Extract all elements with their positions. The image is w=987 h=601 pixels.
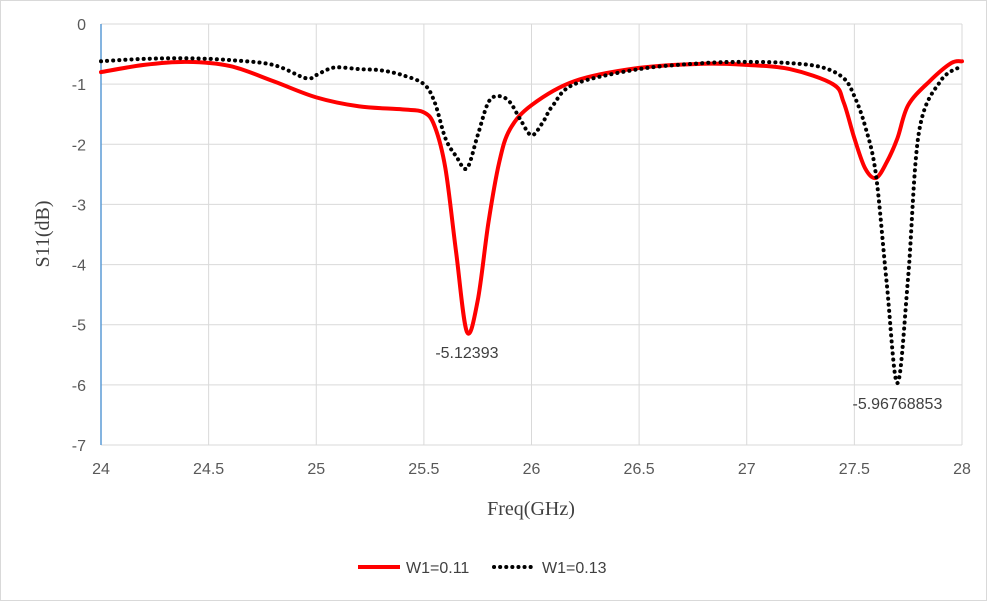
x-tick-label: 24.5 [193,461,224,478]
y-tick-label: -4 [72,258,86,275]
y-axis-title: S11(dB) [32,200,54,267]
y-tick-label: -1 [72,77,86,94]
legend: W1=0.11 W1=0.13 [358,560,607,577]
x-tick-label: 28 [953,461,971,478]
legend-label-w1-013: W1=0.13 [542,560,607,577]
x-tick-label: 24 [92,461,110,478]
y-tick-label: -5 [72,318,86,335]
data-label-min-2: -5.96768853 [852,396,942,413]
grid-lines [100,23,963,446]
x-tick-label: 27.5 [839,461,870,478]
y-tick-label: -6 [72,378,86,395]
series-line-w1-011 [99,59,964,336]
x-tick-label: 27 [738,461,756,478]
series-line-w1-013 [99,56,964,386]
x-tick-label: 25 [307,461,325,478]
x-tick-label: 26 [523,461,541,478]
y-tick-label: 0 [77,17,86,34]
x-tick-label: 26.5 [624,461,655,478]
legend-label-w1-011: W1=0.11 [406,560,469,577]
x-axis-title: Freq(GHz) [487,498,575,520]
data-labels: -5.12393 -5.96768853 [435,345,942,413]
y-tick-label: -7 [72,438,86,455]
series-lines [99,56,964,386]
x-tick-label: 25.5 [408,461,439,478]
y-tick-label: -2 [72,137,86,154]
tick-labels: 24 24.5 25 25.5 26 26.5 27 27.5 28 0 -1 -2 -3 -4 -5 -6 -… [72,17,971,478]
y-tick-label: -3 [72,197,86,214]
data-label-min-1: -5.12393 [435,345,498,362]
